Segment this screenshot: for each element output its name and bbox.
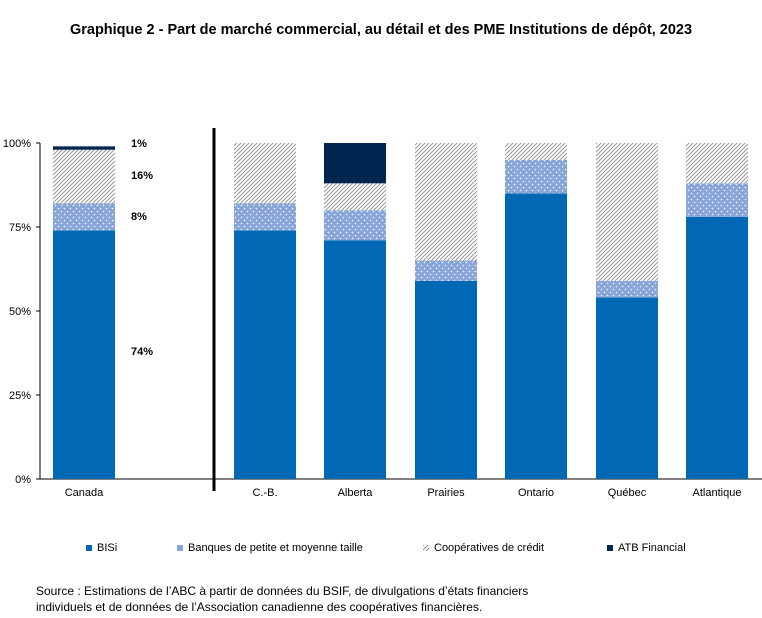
legend-label-bisi: BISi [97,542,118,554]
bar-prairies-cooperatives-de-credit [415,143,477,261]
y-tick-label: 0% [15,474,31,486]
bar-ontario-bisi [505,193,567,479]
data-label-atb-financial: 1% [131,138,147,150]
bar-c-b-cooperatives-de-credit [234,143,296,204]
legend-item-credit-unions: Coopératives de crédit [423,542,544,554]
x-label-c-b: C.-B. [252,487,277,499]
data-labels-group: 1% 16% 8% 74% [131,138,153,358]
legend-label-atb: ATB Financial [618,542,686,554]
data-label-cooperatives-de-credit: 16% [131,170,153,182]
legend-swatch-bisi [86,545,92,551]
bar-quebec-cooperatives-de-credit [596,143,658,281]
data-label-bisi: 74% [131,346,153,358]
legend-item-small-mid-banks: Banques de petite et moyenne taille [177,542,363,554]
bar-ontario-banques-de-petite-et-moyenne-taille [505,159,567,194]
legend-swatch-credit-unions [423,545,429,551]
source-note: Source : Estimations de l’ABC à partir d… [36,583,636,615]
y-tick-label: 75% [9,222,31,234]
bar-alberta-banques-de-petite-et-moyenne-taille [324,210,386,241]
stacked-bar-chart: 0% 25% 50% 75% 100% Canada C.-B. Alberta Prairi… [3,128,762,499]
x-axis-labels: Canada C.-B. Alberta Prairies Ontario Québec A… [65,487,742,499]
data-label-banques-de-petite-et-moyenne-taille: 8% [131,211,147,223]
legend-label-small-mid-banks: Banques de petite et moyenne taille [188,542,363,554]
bar-canada-atb-financial [53,146,115,150]
legend-swatch-small-mid-banks [177,545,183,551]
bar-c-b-banques-de-petite-et-moyenne-taille [234,203,296,231]
y-tick-label: 50% [9,306,31,318]
x-label-alberta: Alberta [338,487,374,499]
chart-title: Graphique 2 - Part de marché commercial,… [69,22,693,38]
legend-label-credit-unions: Coopératives de crédit [434,542,545,554]
source-line-1: Source : Estimations de l’ABC à partir d… [36,584,529,598]
bar-canada-banques-de-petite-et-moyenne-taille [53,203,115,231]
legend-item-atb: ATB Financial [607,542,686,554]
bar-alberta-bisi [324,240,386,479]
legend-item-bisi: BISi [86,542,117,554]
x-label-atlantique: Atlantique [693,487,742,499]
bar-atlantique-bisi [686,216,748,480]
legend-swatch-atb [607,545,613,551]
x-label-ontario: Ontario [518,487,554,499]
bar-quebec-banques-de-petite-et-moyenne-taille [596,280,658,298]
bar-ontario-cooperatives-de-credit [505,143,567,160]
bar-atlantique-banques-de-petite-et-moyenne-taille [686,183,748,217]
y-tick-label: 25% [9,390,31,402]
bar-atlantique-cooperatives-de-credit [686,143,748,184]
bar-alberta-cooperatives-de-credit [324,183,386,211]
bar-c-b-bisi [234,230,296,479]
legend: BISi Banques de petite et moyenne taille… [0,542,762,560]
x-label-canada: Canada [65,487,104,499]
bar-prairies-banques-de-petite-et-moyenne-taille [415,260,477,281]
bar-prairies-bisi [415,280,477,479]
y-tick-label: 100% [3,138,31,150]
source-line-2: individuels et de données de l’Associati… [36,600,483,614]
y-axis: 0% 25% 50% 75% 100% [3,138,762,486]
bar-alberta-atb-financial [324,143,386,184]
x-label-prairies: Prairies [427,487,465,499]
bar-canada-bisi [53,230,115,479]
bar-quebec-bisi [596,297,658,479]
bars-group [53,143,748,480]
x-label-quebec: Québec [608,487,647,499]
bar-canada-cooperatives-de-credit [53,149,115,204]
